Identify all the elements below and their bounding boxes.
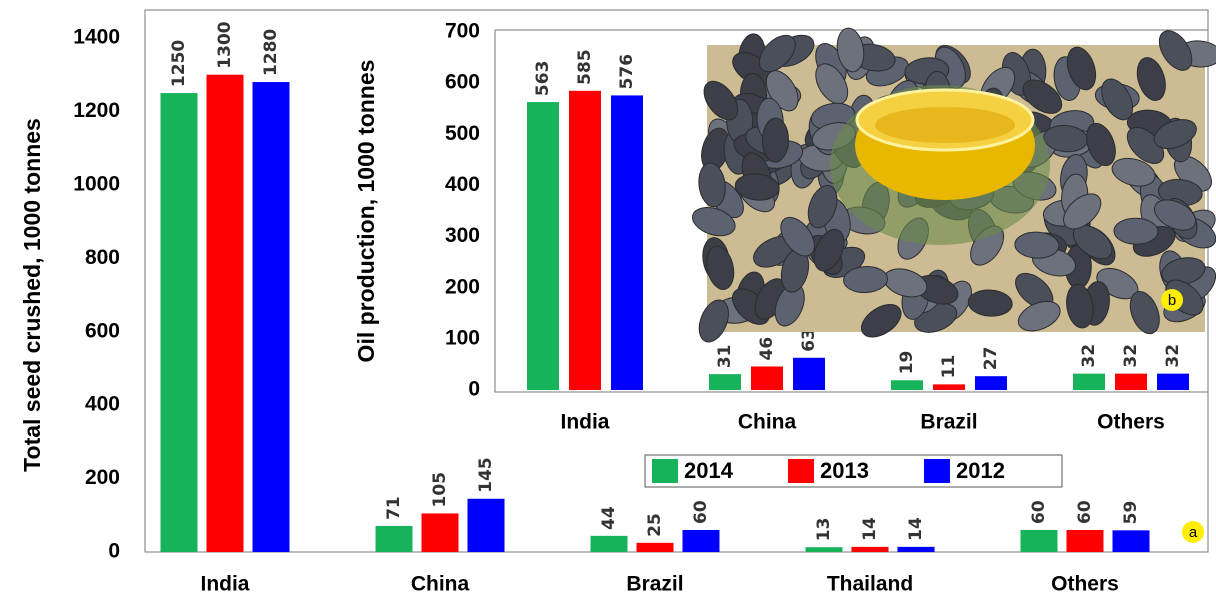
bar xyxy=(851,546,889,552)
value-label: 14 xyxy=(906,517,926,541)
bar xyxy=(1115,373,1147,390)
y-tick-label: 200 xyxy=(445,275,480,298)
bar xyxy=(897,546,935,552)
y-axis-title: Total seed crushed, 1000 tonnes xyxy=(19,118,45,472)
bar xyxy=(160,93,198,553)
bar xyxy=(682,529,720,552)
value-label: 32 xyxy=(1163,344,1183,368)
value-label: 25 xyxy=(645,513,665,537)
y-tick-label: 700 xyxy=(445,20,480,43)
value-label: 14 xyxy=(860,517,880,541)
value-label: 145 xyxy=(476,457,496,493)
legend-label: 2014 xyxy=(684,458,734,483)
legend-swatch xyxy=(788,459,814,483)
value-label: 11 xyxy=(939,355,959,379)
bar xyxy=(975,376,1007,390)
y-tick-label: 1400 xyxy=(73,26,120,49)
bar xyxy=(751,366,783,390)
bar xyxy=(590,535,628,552)
bar xyxy=(206,74,244,552)
y-tick-label: 100 xyxy=(445,326,480,349)
value-label: 60 xyxy=(1075,500,1095,524)
value-label: 60 xyxy=(691,500,711,524)
bar xyxy=(709,374,741,390)
y-tick-label: 1200 xyxy=(73,99,120,122)
value-label: 1300 xyxy=(215,21,235,68)
bar xyxy=(569,90,601,391)
x-tick-label: India xyxy=(560,411,609,434)
bar xyxy=(1066,529,1104,552)
value-label: 105 xyxy=(430,472,450,508)
y-tick-label: 0 xyxy=(108,540,120,563)
x-tick-label: Others xyxy=(1097,411,1165,434)
y-tick-label: 500 xyxy=(445,122,480,145)
y-tick-label: 400 xyxy=(445,173,480,196)
value-label: 71 xyxy=(384,496,404,520)
legend-label: 2013 xyxy=(820,458,869,483)
legend-label: 2012 xyxy=(956,458,1005,483)
x-tick-label: Thailand xyxy=(827,573,913,596)
bar xyxy=(636,542,674,552)
y-tick-label: 1000 xyxy=(73,172,120,195)
bar xyxy=(933,384,965,390)
bar xyxy=(1157,373,1189,390)
y-axis-title: Oil production, 1000 tonnes xyxy=(353,60,379,363)
value-label: 585 xyxy=(575,49,595,85)
value-label: 32 xyxy=(1121,344,1141,368)
x-tick-label: Brazil xyxy=(920,411,977,434)
panel-label: a xyxy=(1189,524,1198,541)
y-tick-label: 200 xyxy=(85,466,120,489)
bar xyxy=(1112,530,1150,552)
value-label: 63 xyxy=(799,328,819,352)
value-label: 32 xyxy=(1079,344,1099,368)
y-tick-label: 600 xyxy=(85,319,120,342)
bar xyxy=(611,95,643,390)
value-label: 27 xyxy=(981,347,1001,371)
value-label: 19 xyxy=(897,351,917,375)
bar xyxy=(252,82,290,553)
bar xyxy=(375,525,413,552)
value-label: 1280 xyxy=(261,29,281,76)
inset-photo xyxy=(691,27,1216,343)
y-tick-label: 400 xyxy=(85,393,120,416)
value-label: 563 xyxy=(533,61,553,97)
bar xyxy=(793,357,825,390)
value-label: 1250 xyxy=(169,40,189,87)
panel-label: b xyxy=(1168,292,1176,309)
y-tick-label: 0 xyxy=(468,378,480,401)
bar xyxy=(805,547,843,552)
bar xyxy=(1073,373,1105,390)
value-label: 13 xyxy=(814,518,834,542)
legend-swatch xyxy=(652,459,678,483)
value-label: 31 xyxy=(715,344,735,368)
x-tick-label: Others xyxy=(1051,573,1119,596)
legend-box xyxy=(644,454,1063,488)
bar xyxy=(527,102,559,391)
value-label: 46 xyxy=(757,337,777,361)
value-label: 576 xyxy=(617,54,637,90)
x-tick-label: China xyxy=(738,411,797,434)
value-label: 44 xyxy=(599,506,619,530)
value-label: 60 xyxy=(1029,500,1049,524)
x-tick-label: China xyxy=(411,573,470,596)
bar xyxy=(421,513,459,552)
x-tick-label: India xyxy=(200,573,249,596)
bar xyxy=(891,380,923,390)
bar xyxy=(1020,529,1058,552)
y-tick-label: 800 xyxy=(85,246,120,269)
legend-swatch xyxy=(924,459,950,483)
y-tick-label: 600 xyxy=(445,71,480,94)
panel-badge xyxy=(1161,289,1183,311)
bar xyxy=(467,498,505,552)
value-label: 59 xyxy=(1121,501,1141,525)
x-tick-label: Brazil xyxy=(626,573,683,596)
y-tick-label: 300 xyxy=(445,224,480,247)
panel-badge xyxy=(1182,521,1204,543)
